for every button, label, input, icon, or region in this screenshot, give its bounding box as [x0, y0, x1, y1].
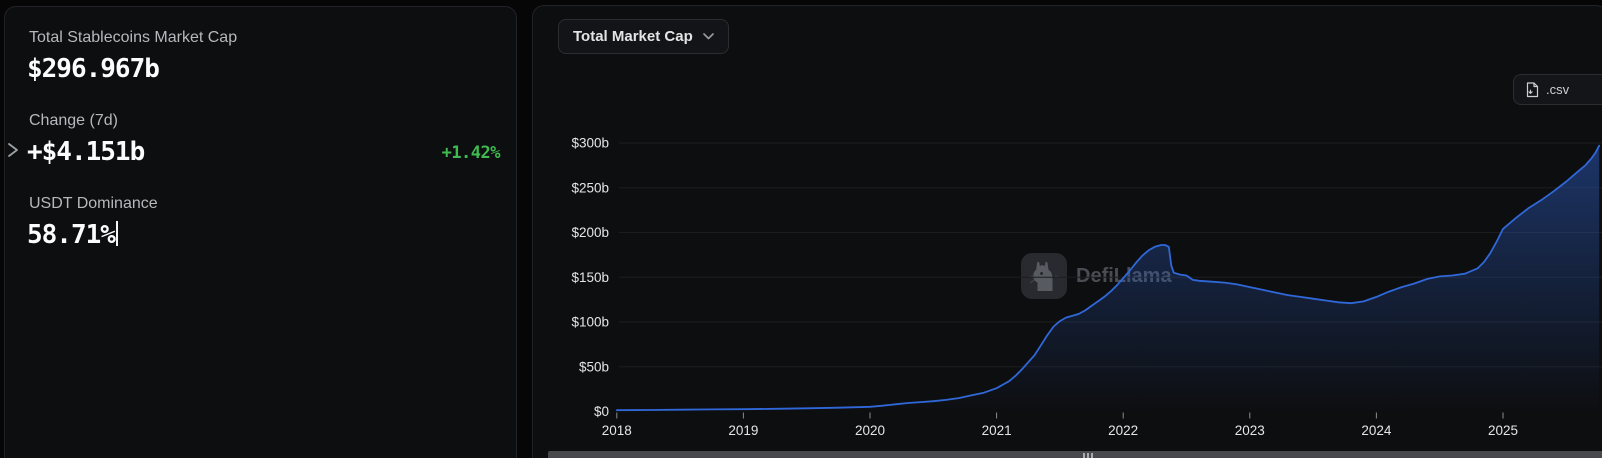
change-7d-percent: +1.42% [441, 142, 501, 163]
expand-panel-chevron-icon[interactable] [5, 141, 21, 159]
x-tick-label: 2023 [1235, 423, 1265, 438]
total-market-cap-stat: Total Stablecoins Market Cap $296.967b [27, 29, 500, 85]
change-7d-stat: Change (7d) +$4.151b +1.42% [27, 111, 501, 168]
market-cap-chart[interactable]: $0 $50b $100b $150b $200b $250b $300b 2018 2019 2… [533, 6, 1602, 458]
chart-area-fill [616, 145, 1600, 412]
x-tick-label: 2020 [855, 423, 885, 438]
metric-dropdown-value: Total Market Cap [573, 28, 693, 45]
x-tick-label: 2025 [1488, 423, 1518, 438]
y-tick-label: $50b [579, 359, 609, 374]
change-7d-label: Change (7d) [29, 111, 118, 129]
chart-line [615, 144, 1601, 412]
csv-button-label: .csv [1546, 82, 1570, 97]
chart-panel: Total Market Cap .csv DefiLlama $0 $50b $1… [532, 5, 1602, 458]
usdt-dominance-label: USDT Dominance [29, 194, 158, 212]
total-market-cap-label: Total Stablecoins Market Cap [29, 29, 238, 46]
y-tick-label: $100b [571, 315, 609, 330]
download-csv-button[interactable]: .csv [1513, 74, 1602, 105]
total-market-cap-value: $296.967b [27, 54, 160, 84]
change-7d-value: +$4.151b [27, 136, 145, 167]
x-tick-label: 2024 [1361, 423, 1392, 438]
x-tick-label: 2018 [602, 423, 632, 438]
y-tick-label: $250b [571, 180, 609, 195]
y-tick-label: $0 [594, 404, 609, 419]
chart-zoom-scrollbar[interactable] [548, 451, 1602, 458]
usdt-dominance-value: 58.71% [27, 220, 500, 251]
metric-dropdown[interactable]: Total Market Cap [558, 19, 729, 54]
x-tick-label: 2022 [1108, 423, 1138, 438]
y-tick-label: $200b [571, 225, 609, 240]
y-tick-label: $300b [571, 136, 609, 151]
y-tick-label: $150b [571, 270, 609, 285]
text-cursor [115, 220, 118, 246]
chevron-down-icon [702, 33, 714, 40]
file-download-icon [1526, 81, 1539, 97]
x-tick-label: 2019 [728, 423, 758, 438]
scrollbar-grip-icon[interactable] [1083, 453, 1093, 458]
x-tick-label: 2021 [982, 423, 1012, 438]
usdt-dominance-stat: USDT Dominance 58.71% [27, 195, 500, 251]
stats-panel: Total Stablecoins Market Cap $296.967b C… [4, 6, 517, 458]
